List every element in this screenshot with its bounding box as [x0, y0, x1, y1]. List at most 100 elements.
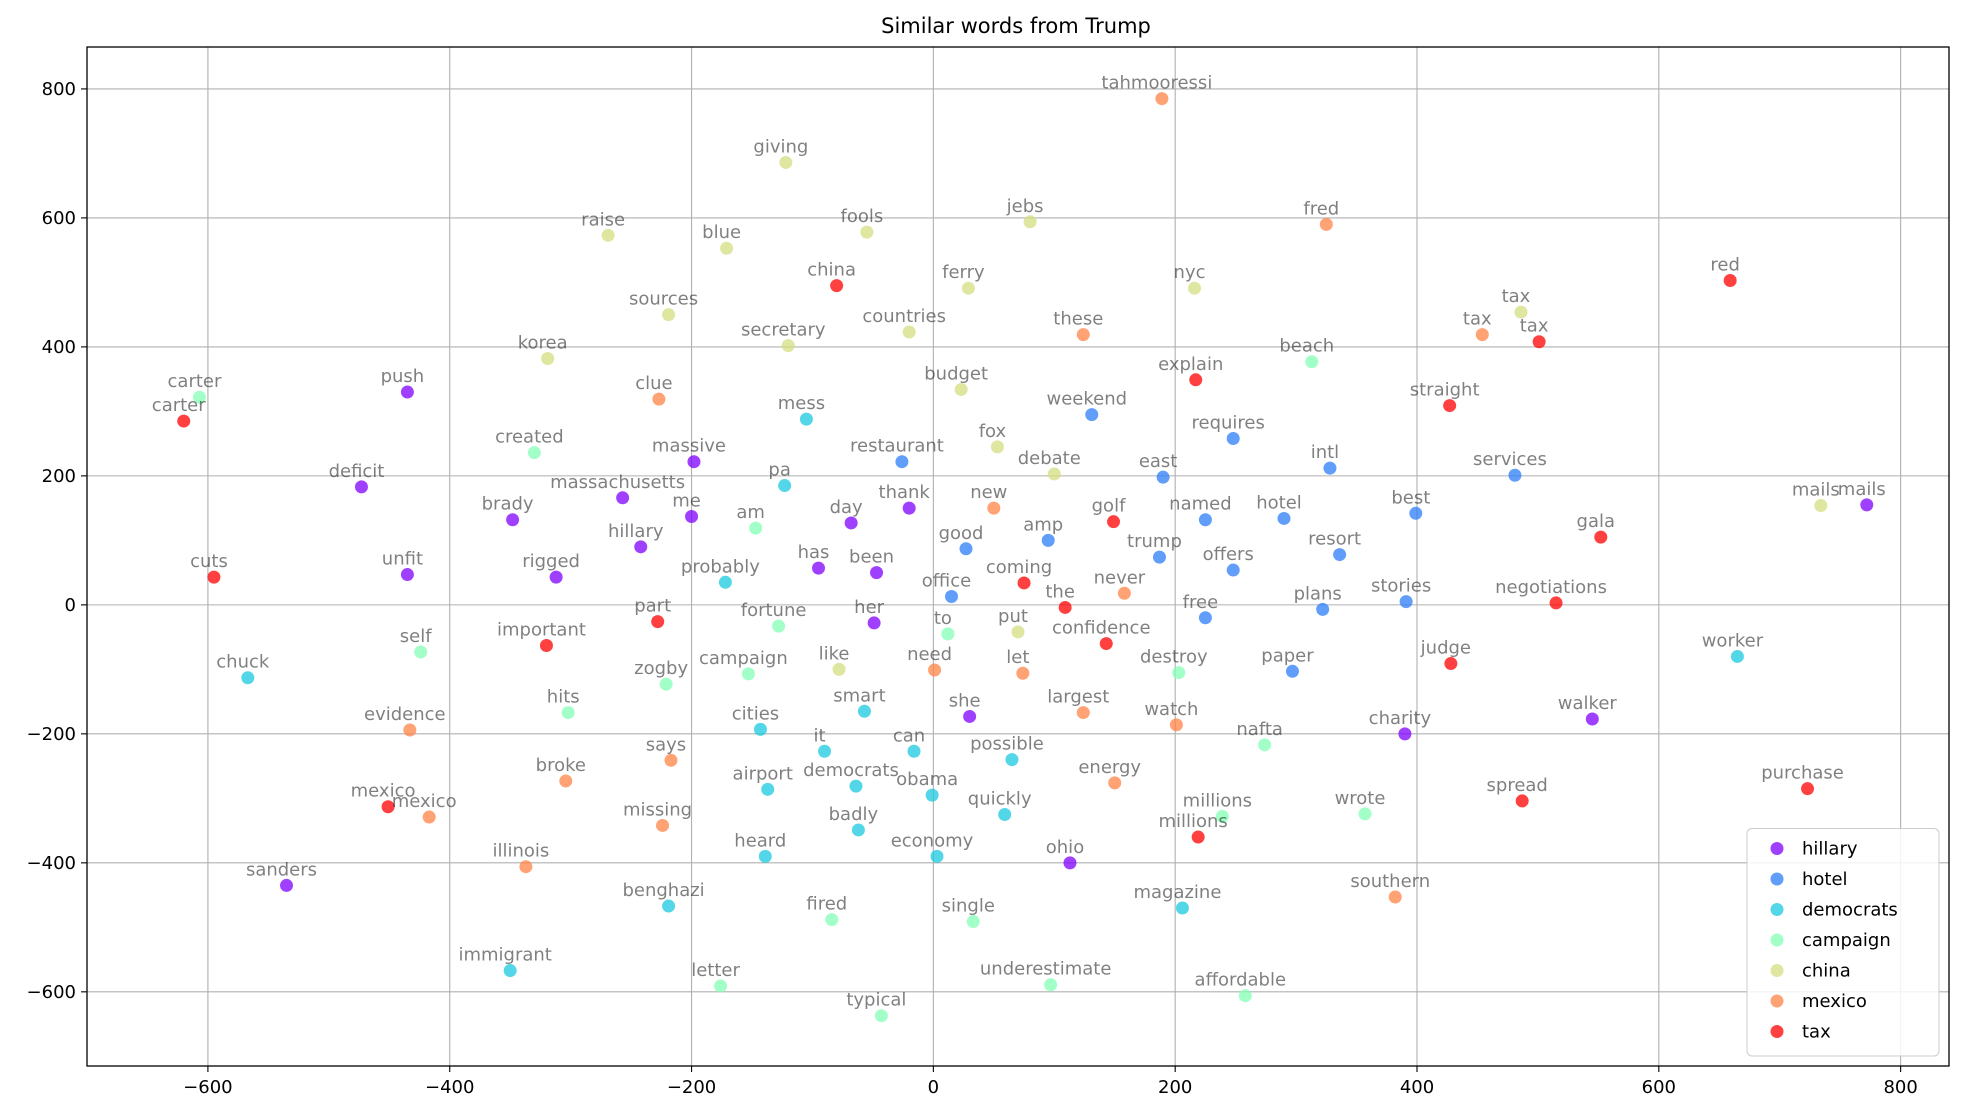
point-hillary [685, 510, 699, 524]
x-tick-label: 600 [1642, 1077, 1676, 1098]
point-label: need [907, 644, 952, 665]
point-democrats [753, 722, 767, 736]
point-china [541, 352, 555, 366]
point-label: named [1169, 494, 1231, 515]
point-label: single [942, 896, 995, 917]
point-label: ferry [942, 262, 985, 283]
point-label: to [934, 608, 952, 629]
point-mexico [519, 860, 533, 874]
point-label: illinois [492, 841, 549, 862]
x-tick-label: 200 [1158, 1077, 1192, 1098]
point-label: part [634, 596, 671, 617]
point-label: these [1053, 309, 1103, 330]
point-label: her [854, 597, 884, 618]
point-hotel [945, 589, 958, 603]
point-campaign [941, 627, 955, 641]
point-china [1188, 281, 1202, 295]
point-tax [1443, 399, 1457, 413]
point-hotel [1198, 611, 1212, 625]
point-tax [651, 615, 665, 629]
point-hillary [687, 455, 701, 469]
point-label: evidence [364, 704, 446, 725]
point-tax [381, 800, 395, 814]
point-label: intl [1311, 442, 1339, 463]
point-tax [1444, 657, 1458, 671]
point-label: says [646, 734, 686, 755]
point-democrats [503, 964, 517, 978]
point-label: pa [768, 460, 790, 481]
point-label: am [736, 502, 765, 523]
point-label: ohio [1046, 837, 1084, 858]
point-hotel [1399, 595, 1413, 609]
point-label: obama [896, 769, 958, 790]
point-hotel [1508, 468, 1522, 482]
point-label: massive [652, 436, 726, 457]
point-label: campaign [699, 648, 788, 669]
point-mexico [1117, 586, 1131, 600]
point-label: debate [1018, 448, 1081, 469]
point-label: typical [846, 990, 906, 1011]
point-label: explain [1158, 354, 1223, 375]
point-china [1023, 215, 1037, 229]
point-democrats [778, 479, 792, 493]
point-label: requires [1192, 412, 1265, 433]
point-campaign [966, 915, 980, 929]
point-label: nafta [1236, 719, 1283, 740]
point-label: hillary [608, 521, 664, 542]
point-label: cities [732, 703, 779, 724]
point-campaign [1044, 978, 1058, 992]
point-hotel [1152, 550, 1166, 564]
point-tax [1191, 830, 1205, 844]
point-hotel [1085, 408, 1099, 422]
point-mexico [1319, 217, 1333, 231]
legend-marker-china [1770, 964, 1784, 977]
point-label: fired [806, 894, 847, 915]
point-mexico [422, 810, 436, 824]
point-democrats [907, 744, 921, 758]
point-label: tax [1463, 309, 1492, 330]
point-china [1047, 467, 1061, 481]
point-mexico [1076, 706, 1090, 720]
point-hillary [280, 878, 293, 892]
point-democrats [241, 671, 255, 685]
point-label: china [807, 260, 856, 281]
point-hillary [634, 540, 648, 554]
point-tax [1058, 600, 1072, 614]
point-label: countries [862, 306, 946, 327]
point-label: sources [629, 289, 698, 310]
point-democrats [1005, 753, 1019, 767]
grid [87, 47, 1949, 1066]
point-label: letter [691, 960, 740, 981]
point-label: like [819, 643, 850, 664]
point-hillary [354, 480, 368, 494]
point-china [832, 662, 846, 676]
point-label: let [1006, 647, 1029, 668]
legend-marker-hillary [1770, 842, 1784, 855]
point-label: airport [733, 763, 793, 784]
point-tax [1107, 515, 1121, 529]
y-tick-label: 600 [42, 208, 76, 229]
point-hillary [1585, 712, 1599, 726]
point-campaign [1238, 989, 1252, 1003]
point-mexico [559, 774, 573, 788]
point-label: economy [891, 830, 974, 851]
point-label: blue [702, 222, 741, 243]
y-tick-label: 200 [42, 466, 76, 487]
point-label: carter [152, 395, 206, 416]
point-label: rigged [522, 551, 580, 572]
point-label: good [939, 523, 984, 544]
legend-label-democrats: democrats [1802, 900, 1898, 921]
point-label: golf [1092, 496, 1126, 517]
x-tick-label: −200 [667, 1077, 716, 1098]
point-hillary [506, 513, 520, 527]
point-label: office [922, 570, 971, 591]
point-label: nyc [1174, 262, 1206, 283]
point-democrats [758, 849, 772, 863]
point-label: chuck [216, 652, 270, 673]
point-hillary [844, 516, 858, 530]
point-china [1814, 499, 1828, 513]
point-label: possible [970, 734, 1044, 755]
point-hillary [902, 501, 916, 515]
point-hillary [400, 568, 414, 582]
point-hillary [867, 616, 881, 630]
